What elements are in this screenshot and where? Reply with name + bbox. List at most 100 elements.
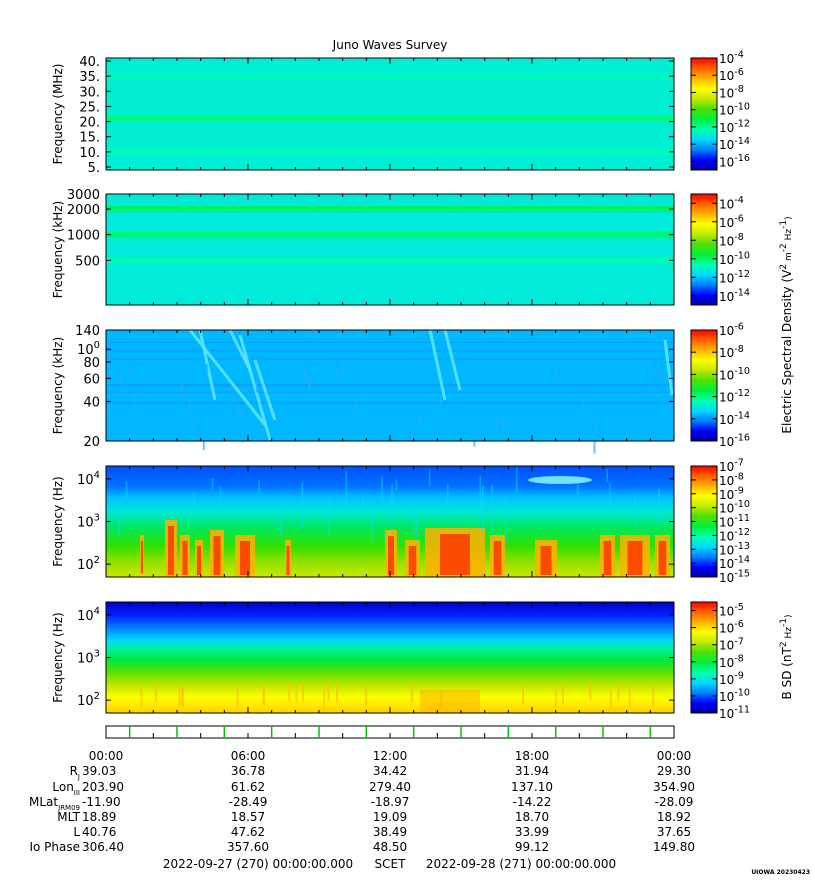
mag-spike [295,683,298,704]
colorbar-tick-label: 10-14 [719,287,750,303]
emission-band-1 [106,115,674,122]
ephemeris-value: 48.50 [373,840,407,854]
colorbar-tick-label: 10-10 [719,101,750,117]
noise-speck [502,413,505,429]
band-line [106,259,674,261]
noise-spike [491,484,493,534]
noise-speck [594,420,597,433]
noise-speck [240,408,243,419]
colorbar-tick-label: 10-12 [719,269,750,285]
colorbar-tick-label: 10-14 [719,410,750,426]
y-tick-label: 60 [83,372,100,387]
y-tick-label: 2000 [67,203,100,218]
colorbar-tick-label: 10-16 [719,153,750,169]
mag-spike [262,685,265,706]
noise-spike [193,493,196,510]
noise-spike [345,470,347,517]
emission-core-1 [168,526,174,575]
emission-band-3 [106,73,674,80]
noise-speck [193,422,196,433]
mag-spike [589,680,592,701]
emission-core-8 [408,546,417,575]
ephemeris-value: 18.92 [657,810,691,824]
noise-spike [125,481,128,499]
noise-spike [505,497,507,545]
emission-core-7 [388,536,394,575]
footer-start: 2022-09-27 (270) 00:00:00.000 [163,857,353,871]
emission-core-10 [493,541,502,575]
mag-spike [323,689,326,710]
y-tick-label: 3000 [67,188,100,203]
colorbar-tick-label: 10-10 [719,366,750,382]
noise-speck [582,396,585,407]
noise-spike [609,482,611,513]
y-tick-label: 1000 [67,229,100,244]
noise-speck [354,400,357,411]
mag-spike [182,687,185,708]
y-tick-label: 15. [79,131,100,146]
footer-scet: SCET [375,857,407,871]
emission-patch [528,476,592,484]
colorbar [690,329,718,442]
emission-band-1 [106,206,674,213]
colorbar-tick-label: 10-15 [719,569,750,585]
noise-spike [606,469,608,483]
colorbar-tick-label: 10-8 [719,344,744,360]
ephemeris-value: 99.12 [515,840,549,854]
emission-core-9 [440,534,470,575]
burst-streak-4 [238,334,272,441]
colorbar-tick-label: 10-8 [719,232,744,248]
noise-spike [634,494,636,531]
noise-spike [118,504,120,535]
y-axis-label: Frequency (kHz) [51,337,65,434]
burst-streak-8 [663,339,674,396]
mag-spike [617,681,620,702]
emission-core-5 [240,541,250,575]
noise-speck [341,360,344,375]
colorbar-tick-label: 10-10 [719,688,750,704]
y-tick-label: 104 [77,470,100,488]
ephemeris-label: LonIII [52,780,80,797]
noise-speck [133,393,136,407]
noise-speck [238,404,241,414]
panel-1: 40.35.30.25.20.15.10.5. Frequency (MHz) 10… [51,50,750,176]
band-line [106,385,674,387]
emission-core-15 [141,541,143,573]
noise-speck [180,381,183,396]
ephemeris-value: 34.42 [373,764,407,778]
noise-spike [219,487,222,510]
colorbar-title-magnetic: B SD (nT2 Hz-1) [779,615,794,700]
noise-speck [555,371,558,379]
emission-band-2 [106,231,674,238]
ephemeris-label: RJ [70,764,80,781]
band-line [106,77,674,79]
emission-core-3 [197,546,201,575]
y-tick-label: 20. [79,116,100,131]
noise-speck [656,369,659,381]
colorbar-tick-label: 10-6 [719,213,744,229]
noise-speck [206,364,209,380]
ephemeris-value: 38.49 [373,825,407,839]
band-line [106,241,674,243]
y-tick-label: 30. [79,85,100,100]
ephemeris-value: 203.90 [82,780,124,794]
ephemeris-value: 357.60 [227,840,269,854]
ephemeris-value: -18.97 [371,795,410,809]
mag-spike [628,686,631,707]
noise-speck [188,400,191,407]
colorbar-tick-label: 10-4 [719,195,744,211]
spectrogram-background [106,602,674,713]
colorbar-tick-label: 10-6 [719,67,744,83]
noise-speck [308,378,311,388]
colorbar-tick-label: 10-9 [719,670,744,686]
noise-speck [335,368,338,380]
emission-core-14 [658,541,667,575]
emission-core-2 [182,541,188,575]
y-tick-label: 100 [77,340,100,358]
panel-4: 104 103 102 Frequency (Hz) 10-710-810-910-10… [51,458,750,585]
noise-speck [649,360,652,371]
band-line [106,89,674,91]
colorbar-tick-label: 10-13 [719,541,750,557]
